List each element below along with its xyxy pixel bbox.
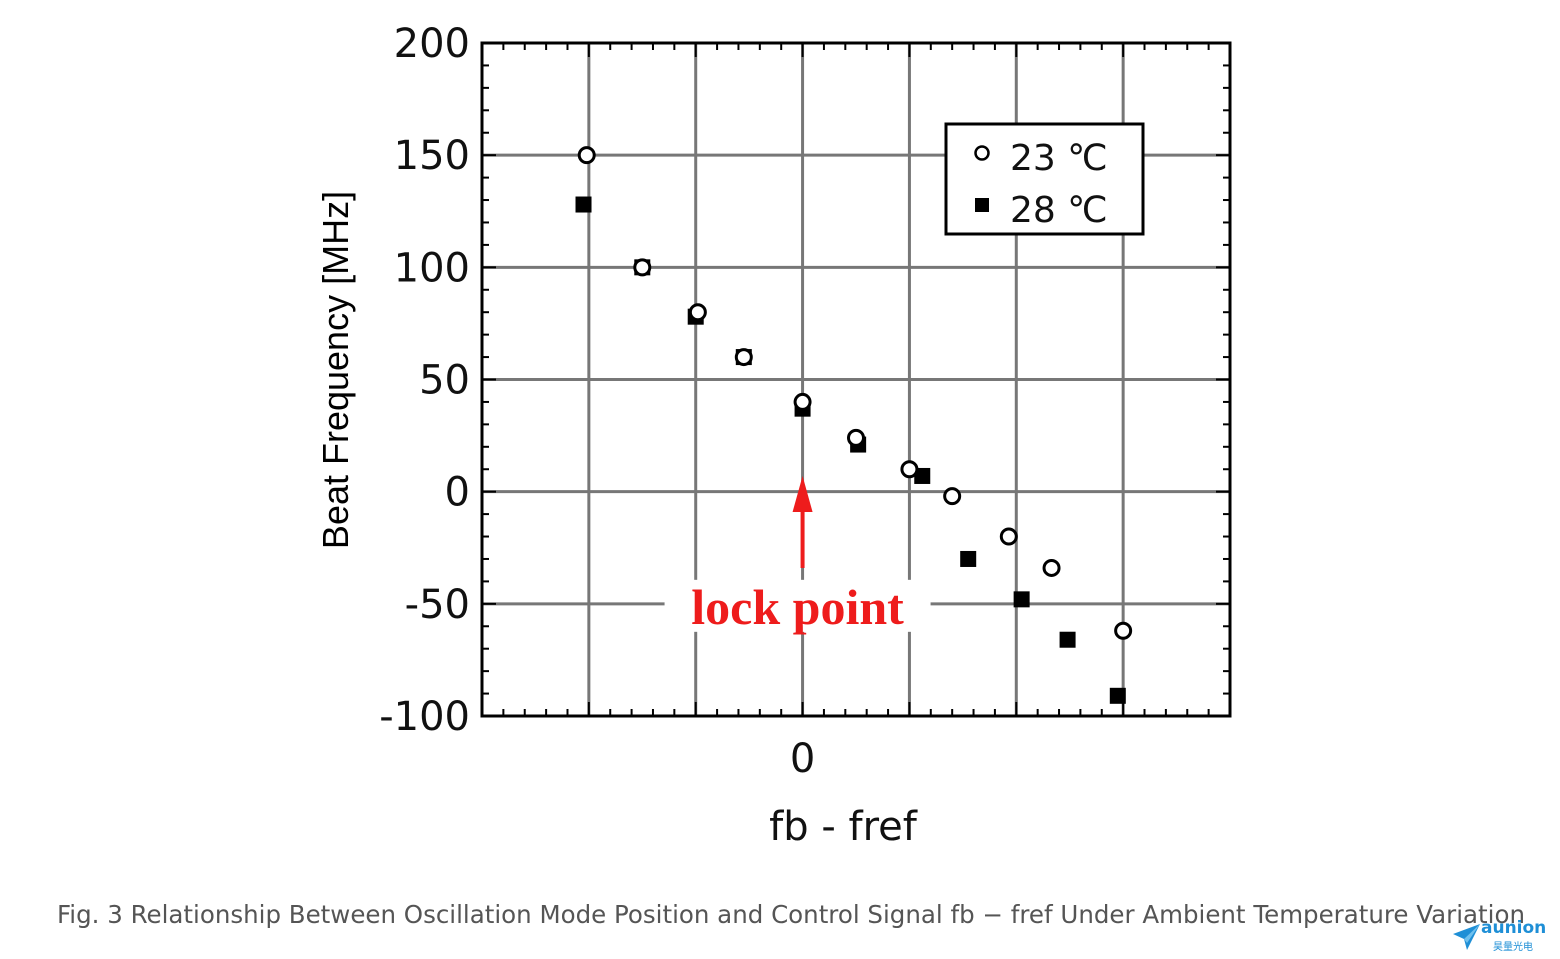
data-point-circle [577, 146, 596, 165]
paper-plane-icon [1453, 924, 1480, 950]
legend: 23 ℃ 28 ℃ [944, 122, 1145, 236]
legend-marker-28c [975, 198, 989, 212]
legend-marker-23c [974, 145, 990, 161]
data-point-square [914, 467, 931, 484]
lock-point-label-bg [664, 579, 931, 632]
figure-caption: Fig. 3 Relationship Between Oscillation … [57, 900, 1525, 929]
data-point-circle [734, 348, 753, 367]
y-tick-label: 100 [394, 245, 470, 291]
y-tick-label: -50 [405, 582, 470, 628]
data-point-square [1059, 631, 1076, 648]
data-point-circle [847, 428, 865, 447]
plot-frame [480, 41, 1232, 718]
data-point-circle [688, 303, 707, 322]
lock-point-arrow-head [792, 475, 813, 512]
y-tick-label: -100 [379, 694, 470, 740]
data-point-circle [1042, 558, 1061, 577]
data-points [575, 146, 1133, 704]
lock-point-annotation: lock point [664, 475, 931, 635]
aunion-logo: aunion 昊量光电 [1453, 918, 1553, 954]
series-1-circles [577, 146, 1133, 640]
y-tick-label: 0 [445, 470, 470, 516]
y-tick-label: 200 [394, 21, 470, 67]
data-point-circle [793, 392, 812, 411]
data-point-circle [900, 460, 919, 479]
data-point-circle [943, 487, 962, 506]
legend-label-28c: 28 ℃ [1010, 190, 1108, 231]
data-point-square [960, 550, 977, 567]
scatter-plot: 200 150 100 50 0 -50 -100 0 fb - fref Beat Fre… [315, 21, 1232, 850]
y-tick-labels: 200 150 100 50 0 -50 -100 [379, 21, 470, 740]
data-point-circle [633, 258, 652, 277]
y-axis-label: Beat Frequency [MHz] [315, 191, 356, 549]
y-tick-label: 150 [394, 133, 470, 179]
data-point-square [1109, 687, 1126, 704]
logo-wordmark: aunion [1481, 918, 1547, 938]
legend-label-23c: 23 ℃ [1010, 138, 1108, 179]
x-axis-label: fb - fref [769, 804, 918, 850]
y-tick-label: 50 [419, 358, 470, 404]
data-point-square [575, 196, 592, 213]
legend-box [944, 122, 1145, 236]
data-point-square [1013, 591, 1030, 608]
data-point-circle [1114, 621, 1133, 640]
data-point-circle [999, 527, 1018, 546]
logo-subtext: 昊量光电 [1493, 942, 1533, 953]
x-tick-label: 0 [790, 736, 815, 782]
x-tick-labels: 0 [790, 736, 815, 782]
lock-point-label: lock point [691, 579, 904, 635]
